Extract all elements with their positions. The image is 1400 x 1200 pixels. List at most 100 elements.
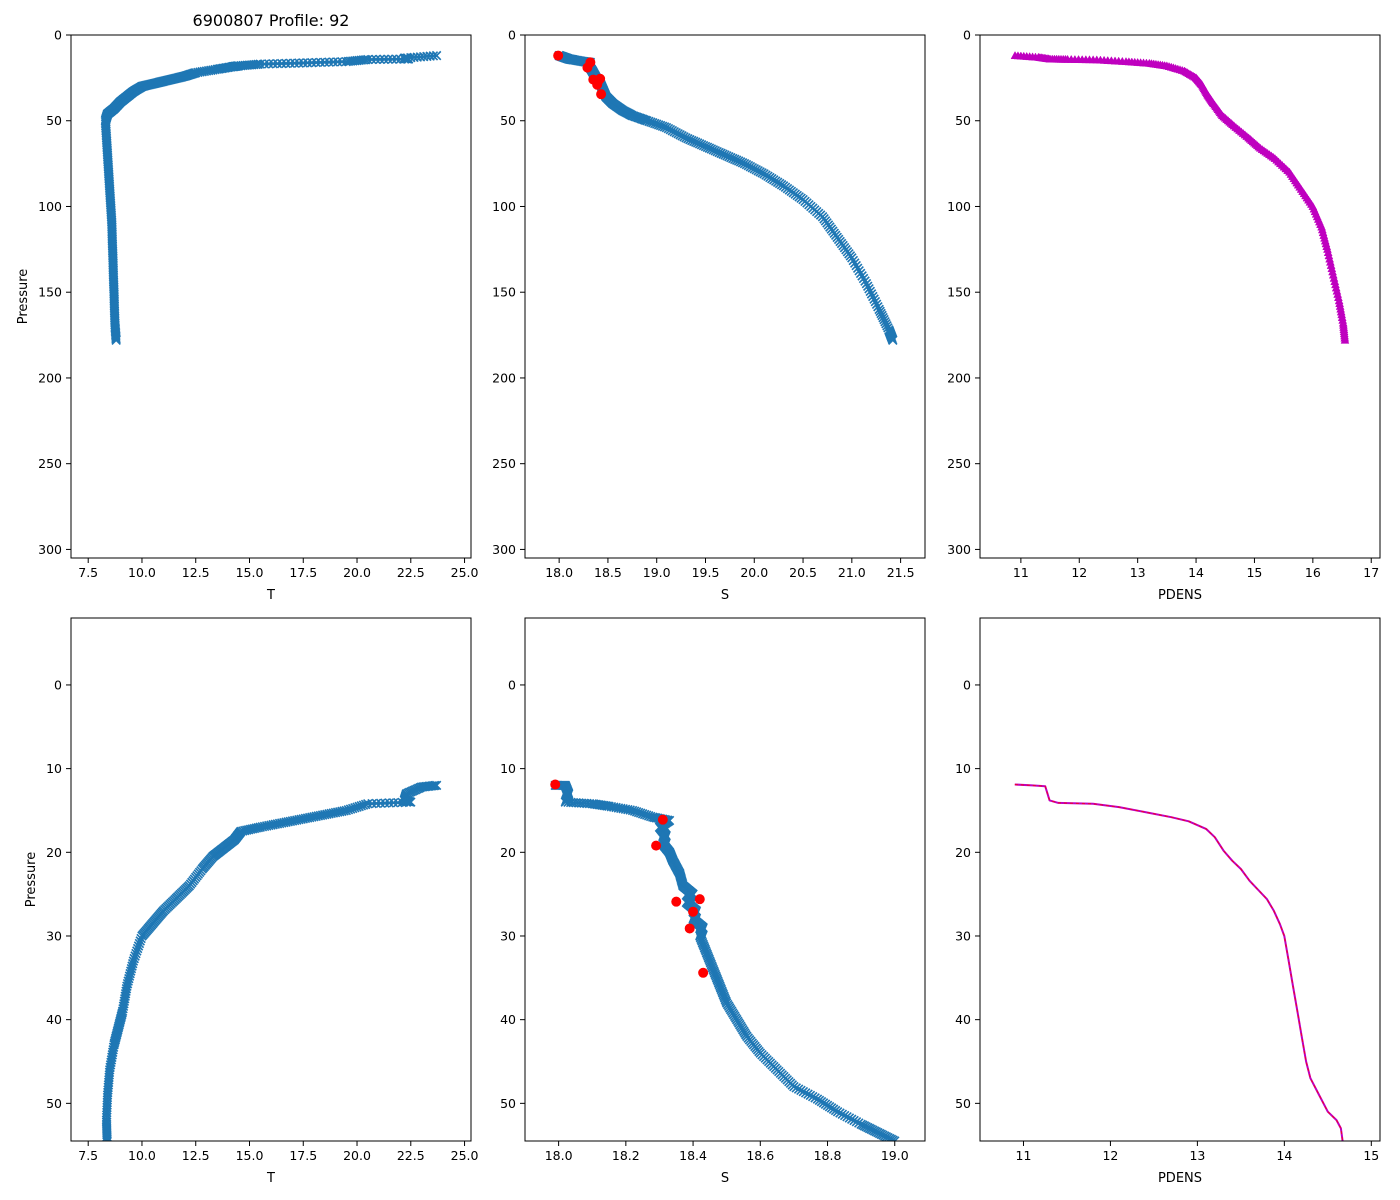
y-tick-label: 300 [492,542,516,557]
x-tick-label: 19.0 [881,1148,909,1163]
data-point-marker [102,1132,112,1141]
y-tick-label: 150 [492,285,516,300]
data-point-marker [889,1136,900,1141]
y-tick-label: 100 [947,199,971,214]
data-point-marker [102,1136,112,1141]
x-tick-label: 17.5 [289,565,317,580]
data-point-marker [383,54,393,65]
data-point-marker [132,943,143,954]
data-point-marker [134,938,145,949]
x-tick-label: 20.5 [789,565,817,580]
subplot-pdens-full: 11 12 13 14 15 16 17 0 50 100 150 200 250 300 PDENS [947,28,1381,603]
axes-frame [524,617,926,1142]
y-tick-label: 250 [38,456,62,471]
x-tick-label: 21.0 [838,565,866,580]
data-point-marker [375,54,385,65]
x-axis-label: S [721,1171,729,1186]
y-tick-label: 150 [947,285,971,300]
data-point-marker [307,57,317,68]
axes-frame [70,34,472,559]
x-tick-label: 12.5 [182,565,210,580]
data-point-marker [337,56,347,67]
data-point-marker [111,331,121,341]
axes-frame [979,34,1381,559]
data-point-marker [136,933,146,944]
data-point-marker [111,335,121,345]
y-tick-label: 50 [500,1096,516,1111]
data-point-marker [315,57,326,68]
x-tick-label: 7.5 [78,1148,98,1163]
y-tick-label: 10 [500,761,516,776]
y-tick-label: 300 [38,542,62,557]
data-point-marker [865,286,876,297]
x-tick-label: 21.5 [887,565,915,580]
data-point-marker [289,58,300,68]
data-point-marker [379,54,389,65]
subplot-s-zoom: 18.0 18.2 18.4 18.6 18.8 19.0 0 10 20 30 40 50 S [500,617,926,1186]
data-point-marker [294,58,304,68]
y-tick-label: 0 [963,677,971,692]
y-tick-label: 50 [46,113,62,128]
y-tick-label: 10 [955,761,971,776]
y-tick-label: 20 [500,845,516,860]
data-point-marker [861,278,872,289]
data-layer [101,780,442,1141]
flagged-points [550,779,709,978]
series-line-pdens [1014,54,1346,341]
y-tick-label: 50 [955,113,971,128]
y-tick-label: 20 [955,845,971,860]
flagged-point [553,50,564,61]
y-tick-label: 250 [492,456,516,471]
data-point-marker [399,54,410,64]
flagged-point [671,896,682,907]
data-point-marker [131,948,141,959]
series-line-s [555,784,896,1141]
y-tick-label: 0 [508,677,516,692]
data-point-marker [298,58,309,68]
x-tick-label: 22.5 [397,565,425,580]
data-point-marker [406,797,416,807]
data-layer [100,50,442,345]
subplot-s-full: 18.0 18.5 19.0 19.5 20.0 20.5 21.0 21.5 0 50 100 15… [492,28,926,603]
marker-group [550,780,900,1141]
data-layer [1010,51,1350,344]
y-tick-label: 50 [955,1096,971,1111]
x-tick-label: 25.0 [451,1148,479,1163]
y-tick-label: 0 [54,677,62,692]
data-point-marker [871,299,882,309]
x-tick-label: 18.4 [679,1148,707,1163]
x-tick-label: 13 [1189,1148,1205,1163]
data-point-marker [869,294,879,304]
data-point-marker [281,58,291,69]
x-axis-label: PDENS [1158,588,1202,603]
flagged-point [657,814,668,825]
marker-group [100,50,442,345]
x-tick-label: 20.0 [343,1148,371,1163]
data-layer [550,779,900,1141]
x-tick-label: 11 [1013,565,1029,580]
data-point-marker [276,58,287,69]
y-tick-label: 0 [963,28,971,43]
data-point-marker [328,57,339,67]
flagged-point [651,840,662,851]
y-tick-label: 200 [38,370,62,385]
x-tick-label: 15 [1363,1148,1379,1163]
x-tick-label: 15 [1246,565,1262,580]
x-tick-label: 20.0 [740,565,768,580]
x-tick-label: 18.6 [746,1148,774,1163]
flagged-point [698,967,709,978]
subplot-pdens-zoom: 11 12 13 14 15 0 10 20 30 40 50 PDENS [955,617,1381,1186]
y-tick-label: 40 [500,1012,516,1027]
data-point-marker [1340,335,1350,344]
flagged-point [694,894,705,905]
y-axis-label: Pressure [16,269,31,325]
series-line-t [104,54,437,341]
x-tick-label: 16 [1305,565,1321,580]
flagged-point [582,62,593,73]
y-tick-label: 100 [38,199,62,214]
series-line-t [105,784,437,1141]
data-point-marker [324,57,334,67]
series-line-pdens [1014,783,1344,1141]
flagged-point [684,923,695,934]
y-axis-label: Pressure [24,852,39,908]
